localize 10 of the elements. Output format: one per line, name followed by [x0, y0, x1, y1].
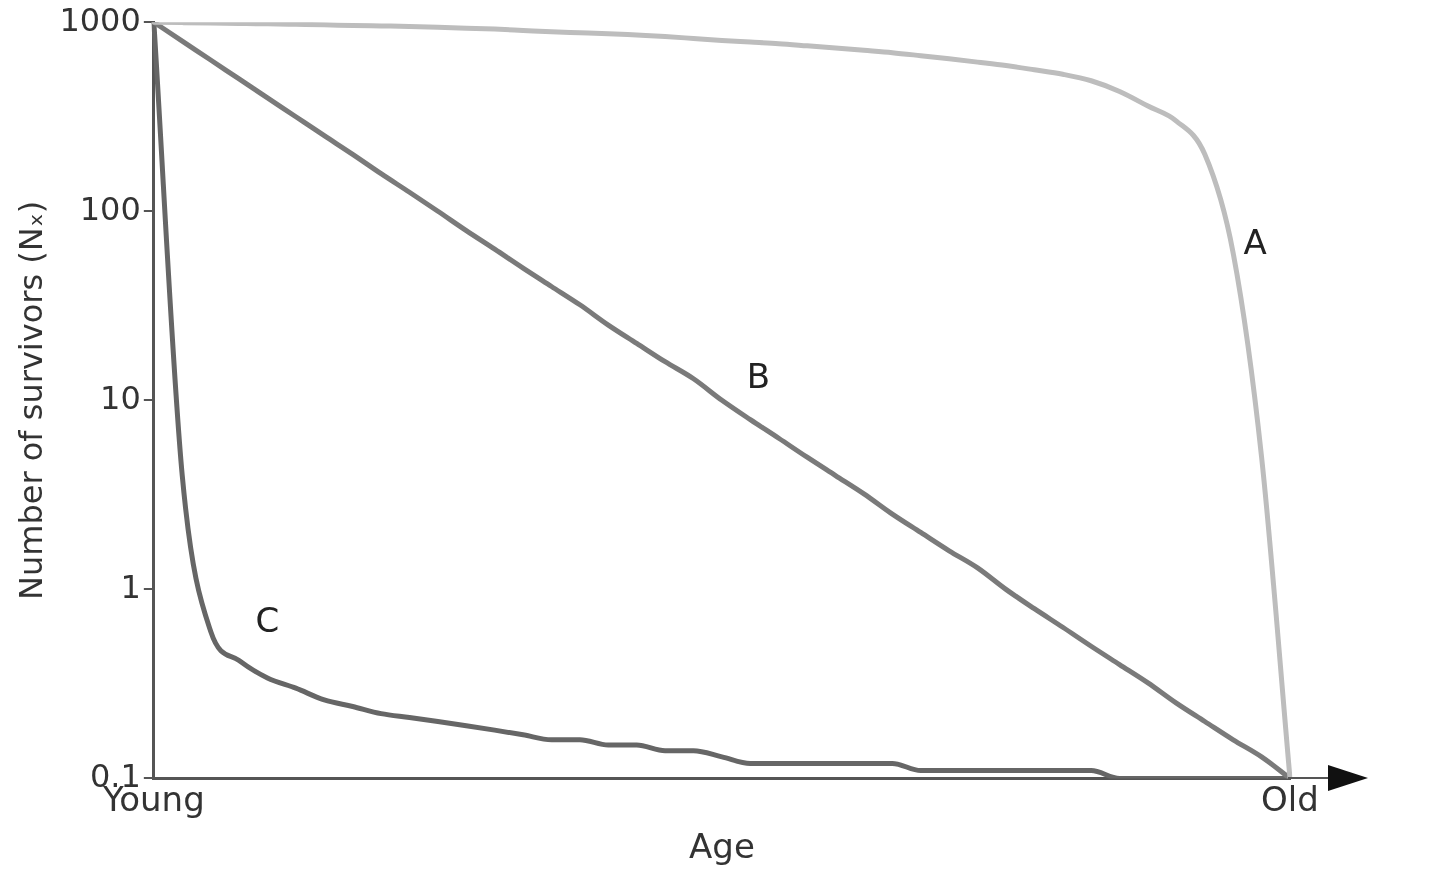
- y-tick-label: 1: [120, 567, 141, 606]
- series-label: B: [746, 356, 770, 397]
- series-label: C: [255, 599, 280, 640]
- y-tick-label: 1000: [59, 0, 141, 39]
- y-tick-label: 100: [79, 189, 141, 228]
- y-tick-label: 10: [100, 378, 141, 417]
- series-label: A: [1243, 222, 1267, 263]
- x-axis-title: Age: [689, 826, 755, 867]
- x-tick-label: Old: [1261, 778, 1319, 819]
- y-axis-title: Number of survivors (Nₓ): [11, 200, 50, 600]
